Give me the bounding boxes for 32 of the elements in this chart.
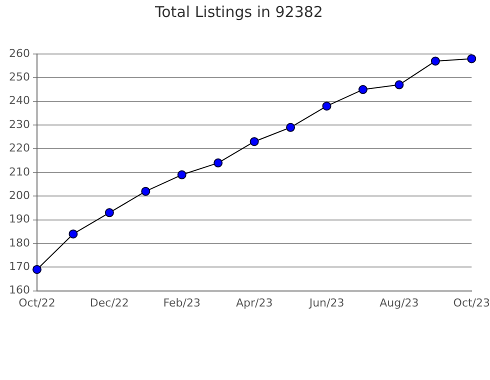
- point: [214, 158, 223, 168]
- y-tick-label: 230: [8, 118, 30, 131]
- y-tick-label: 190: [8, 212, 30, 226]
- y-tick-label: 220: [8, 142, 30, 155]
- chart-title: Total Listings in 92382: [154, 2, 323, 21]
- x-tick-label: Feb/23: [163, 296, 200, 310]
- x-tick-label: Apr/23: [236, 296, 273, 310]
- point: [467, 54, 476, 64]
- point: [177, 170, 186, 180]
- point: [430, 56, 440, 66]
- x-tick-label: Jun/23: [308, 296, 344, 310]
- y-tick-label: 170: [8, 260, 30, 273]
- y-tick-label: 200: [8, 188, 30, 202]
- point: [286, 122, 296, 132]
- y-tick-label: 240: [8, 94, 30, 108]
- x-tick-label: Oct/22: [18, 296, 56, 310]
- x-tick-label: Dec/22: [90, 296, 129, 310]
- point: [358, 85, 368, 94]
- point: [394, 80, 404, 90]
- point: [32, 264, 42, 274]
- point: [250, 137, 259, 146]
- y-tick-label: 160: [8, 284, 30, 297]
- y-tick-label: 180: [8, 236, 30, 250]
- point: [141, 186, 150, 196]
- point: [322, 102, 332, 111]
- x-tick-label: Aug/23: [380, 296, 419, 310]
- x-tick-label: Oct/23: [453, 296, 490, 310]
- point: [68, 229, 78, 238]
- y-tick-label: 210: [8, 165, 30, 178]
- y-tick-label: 250: [8, 70, 30, 84]
- point: [104, 208, 114, 218]
- y-tick-label: 260: [8, 46, 30, 60]
